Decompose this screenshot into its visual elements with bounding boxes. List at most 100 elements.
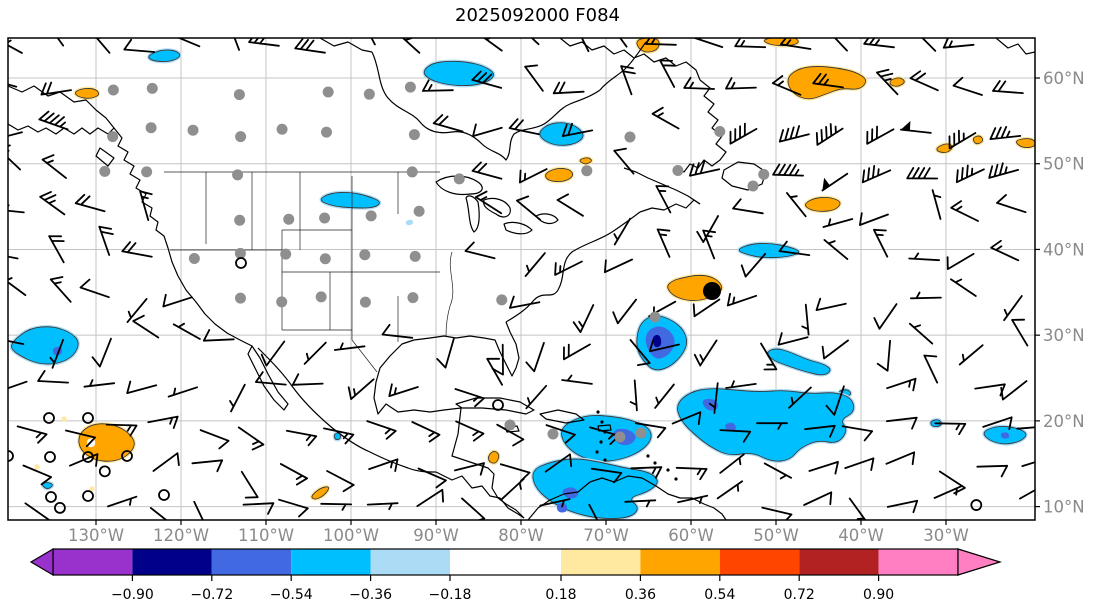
calm-station-dot [235, 131, 247, 143]
wind-barb [777, 332, 809, 346]
wind-barb [588, 503, 599, 520]
wind-barb [561, 122, 594, 137]
wind-barb [561, 374, 593, 385]
contour-patch [767, 348, 831, 376]
wind-barb [37, 370, 69, 384]
wind-barb [804, 424, 836, 438]
wind-barb [294, 38, 326, 54]
calm-station-circle [158, 489, 170, 501]
wind-barb [1000, 380, 1028, 401]
colorbar-tick-label: 0.36 [625, 587, 656, 603]
wind-barb [821, 339, 849, 360]
wind-barb [388, 383, 419, 397]
wind-barb [572, 304, 595, 333]
lake-michigan [465, 195, 480, 233]
contour-patch [423, 60, 495, 87]
contour-patch [1000, 432, 1010, 439]
contour-patch [405, 219, 414, 226]
island-speck [646, 454, 650, 458]
wind-barb [8, 380, 28, 390]
wind-barb [629, 339, 651, 366]
wind-barb [401, 38, 421, 54]
wind-barb [16, 425, 48, 444]
wind-barb [656, 228, 671, 258]
vancouver-island [95, 147, 115, 167]
colorbar-tick-label: 0.18 [545, 587, 576, 603]
wind-barb [525, 342, 545, 373]
wind-barb [974, 383, 1006, 397]
contour-patch [972, 135, 984, 145]
calm-station-dot [276, 123, 288, 135]
wind-barb [659, 59, 676, 88]
calm-station-dot [320, 126, 332, 138]
calm-station-circle [82, 490, 94, 502]
wind-barb [863, 38, 895, 49]
contour-patch [889, 77, 905, 87]
wind-barb [696, 215, 719, 243]
wind-barb [772, 163, 804, 177]
calm-station-dot [99, 165, 111, 177]
wind-barb [648, 339, 680, 353]
wind-barb [992, 80, 1024, 94]
wind-barb [416, 488, 444, 507]
wind-barb [285, 429, 318, 447]
wind-barb [693, 339, 718, 367]
wind-barb [996, 194, 1027, 214]
wind-barb [149, 507, 168, 520]
wind-barb [167, 386, 198, 398]
wind-barb [841, 425, 874, 442]
contour-patch [677, 388, 855, 462]
markers-layer [595, 282, 721, 481]
wind-barb [630, 466, 663, 479]
greenland-tip [995, 38, 1035, 55]
wind-barb [1021, 461, 1035, 467]
wind-barb [702, 229, 716, 260]
wind-barb [496, 423, 525, 447]
wind-barb [788, 386, 812, 409]
colorbar-tick-label: −0.54 [270, 587, 313, 603]
wind-barb [909, 70, 939, 92]
lon-tick-label: 40°W [838, 526, 884, 545]
calm-station-dot [107, 84, 119, 96]
wind-barb [645, 38, 677, 46]
island-speck [666, 468, 670, 472]
wind-barb [886, 377, 917, 392]
colorbar-tick-label: 0.90 [863, 587, 894, 603]
wind-barb [908, 252, 940, 262]
colorbar-cell [719, 549, 800, 575]
wind-barb [876, 339, 891, 372]
wind-barb [1019, 489, 1035, 500]
calm-station-circle [235, 257, 247, 269]
wind-barb [454, 388, 485, 408]
wind-barb [121, 241, 153, 258]
wind-barb [761, 506, 793, 520]
wind-barb [624, 499, 657, 508]
calm-station-circle [82, 412, 94, 424]
wind-barb [908, 322, 934, 345]
calm-station-dot [234, 292, 246, 304]
wind-barb [719, 453, 745, 474]
wind-barb [873, 303, 898, 330]
wind-barb [675, 466, 708, 481]
colorbar: −0.90 −0.72 −0.54 −0.36 −0.18 0.18 0.36 0.54 0.7… [29, 547, 1003, 603]
wind-barb [719, 429, 752, 443]
calm-station-dot [145, 122, 157, 134]
lake-huron [483, 197, 511, 218]
wind-barb [948, 129, 977, 150]
lon-tick-label: 60°W [668, 526, 714, 545]
wind-barb [49, 338, 64, 369]
wind-barb [844, 457, 875, 471]
wind-barb [763, 462, 792, 480]
calm-station-dot [714, 126, 726, 138]
state-borders [164, 171, 454, 373]
colorbar-cell [211, 549, 292, 575]
wind-barb [24, 502, 51, 520]
wind-barb [79, 278, 110, 299]
wind-barb [333, 342, 366, 351]
wind-barb [519, 168, 548, 184]
calm-station-dot [365, 210, 377, 222]
wind-barb [934, 422, 967, 436]
lon-tick-label: 100°W [323, 526, 379, 545]
calm-station-dot [280, 248, 292, 260]
